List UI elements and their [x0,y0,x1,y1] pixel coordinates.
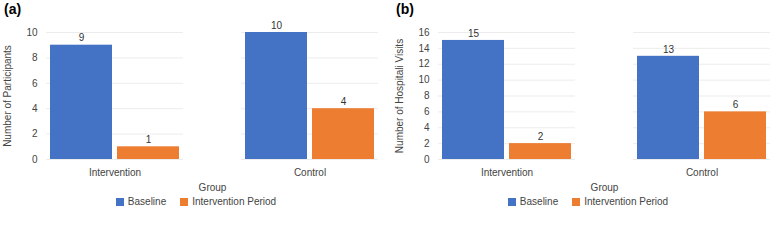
html-text:Baseline: Baseline [127,195,167,207]
svg-text:4: 4 [341,96,347,107]
svg-text:16: 16 [418,27,430,38]
svg-text:Group: Group [591,182,619,193]
svg-text:6: 6 [733,99,739,110]
html-text:Intervention Period: Intervention Period [584,195,669,207]
svg-text:2: 2 [32,128,38,139]
svg-text:2: 2 [538,131,544,142]
svg-text:1: 1 [146,134,152,145]
svg-text:4: 4 [32,103,38,114]
svg-text:12: 12 [418,58,430,69]
svg-text:6: 6 [32,78,38,89]
html-text:(b): (b) [396,1,414,17]
svg-text:10: 10 [26,27,38,38]
svg-text:4: 4 [424,122,430,133]
svg-text:Control: Control [686,167,718,178]
html-text:Intervention Period: Intervention Period [192,195,277,207]
svg-text:Intervention: Intervention [481,167,533,178]
svg-text:13: 13 [663,44,675,55]
svg-text:0: 0 [32,154,38,165]
svg-text:Group: Group [199,182,227,193]
svg-text:8: 8 [424,90,430,101]
svg-text:2: 2 [424,138,430,149]
svg-text:15: 15 [468,28,480,39]
html-text:(a): (a) [4,1,22,17]
svg-text:14: 14 [418,43,430,54]
svg-text:Intervention: Intervention [89,167,141,178]
svg-text:8: 8 [32,52,38,63]
svg-text:Number of Hospitali Visits: Number of Hospitali Visits [394,39,405,153]
svg-text:Control: Control [294,167,326,178]
svg-text:10: 10 [271,20,283,31]
svg-text:9: 9 [79,32,85,43]
svg-text:Number of Participants: Number of Participants [2,45,13,147]
html-text:Baseline: Baseline [519,195,559,207]
svg-text:10: 10 [418,74,430,85]
svg-text:6: 6 [424,106,430,117]
svg-text:0: 0 [424,154,430,165]
